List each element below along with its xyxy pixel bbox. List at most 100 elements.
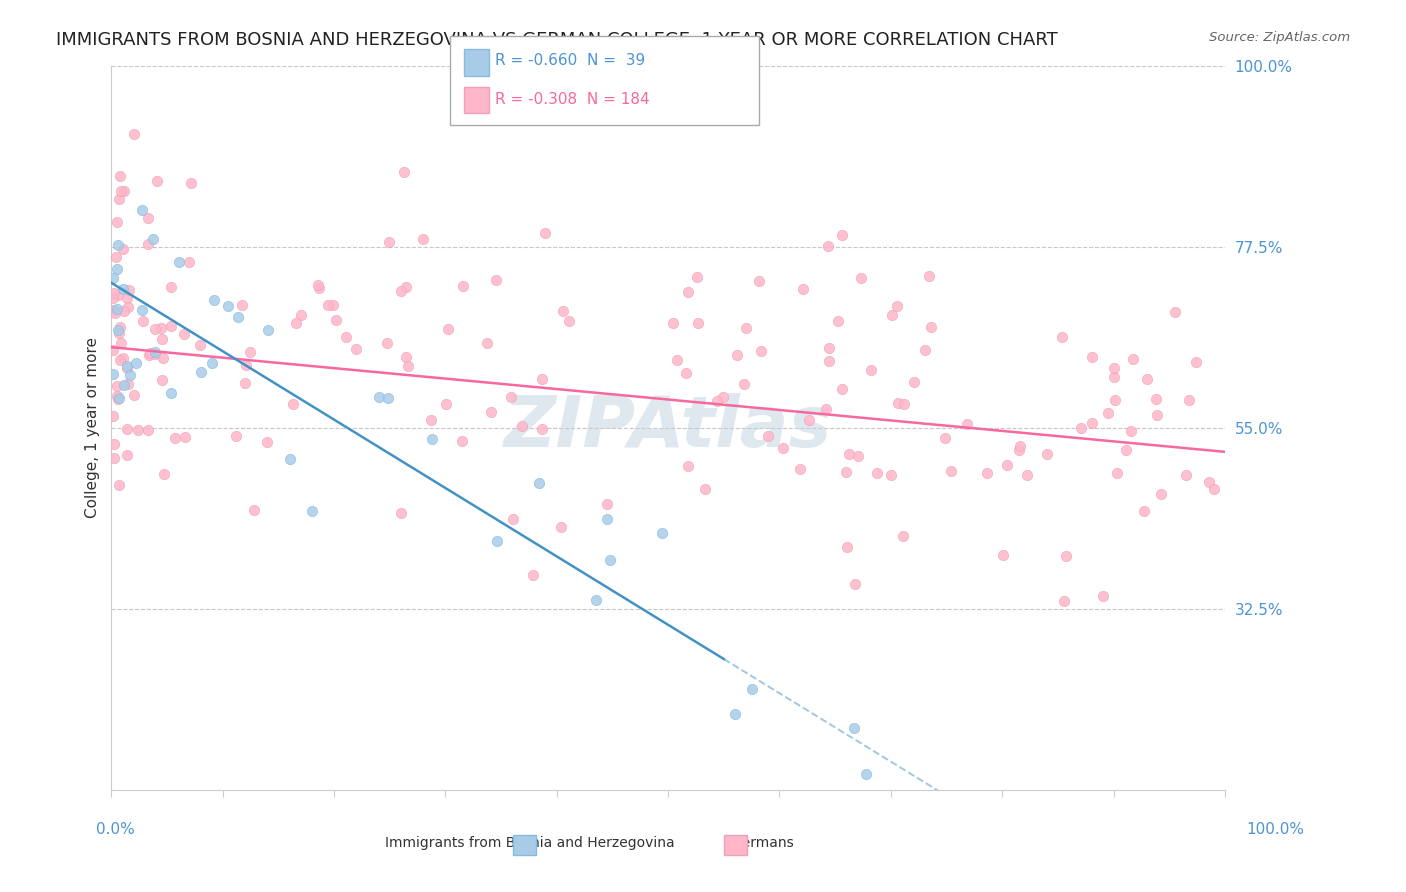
Point [533, 227, 555, 241]
Point [235, 376, 257, 390]
Point [693, 482, 716, 496]
Point [859, 363, 882, 377]
Point [558, 313, 581, 327]
Point [257, 323, 280, 337]
Point [101, 291, 124, 305]
Point [903, 376, 925, 390]
Point [108, 353, 131, 368]
Point [367, 391, 389, 405]
Point [817, 341, 839, 355]
Point [1184, 355, 1206, 369]
Point [131, 303, 153, 318]
Point [112, 378, 135, 392]
Point [918, 268, 941, 283]
Point [886, 299, 908, 313]
Point [451, 278, 474, 293]
Point [107, 392, 129, 406]
Point [389, 284, 412, 298]
Point [110, 185, 132, 199]
Point [201, 356, 224, 370]
Text: IMMIGRANTS FROM BOSNIA AND HERZEGOVINA VS GERMAN COLLEGE, 1 YEAR OR MORE CORRELA: IMMIGRANTS FROM BOSNIA AND HERZEGOVINA V… [56, 31, 1057, 49]
Point [815, 401, 838, 416]
Point [865, 466, 887, 480]
Point [180, 176, 202, 190]
Point [344, 343, 367, 357]
Point [665, 352, 688, 367]
Point [486, 534, 509, 549]
Point [141, 232, 163, 246]
Point [976, 466, 998, 480]
Point [103, 286, 125, 301]
Point [835, 465, 858, 479]
Point [914, 343, 936, 357]
Point [104, 306, 127, 320]
Point [686, 316, 709, 330]
Point [136, 236, 159, 251]
Point [173, 430, 195, 444]
Point [239, 344, 262, 359]
Point [395, 279, 418, 293]
Point [122, 127, 145, 141]
Point [110, 336, 132, 351]
Point [891, 529, 914, 543]
Point [103, 437, 125, 451]
Point [585, 593, 607, 607]
Point [827, 314, 849, 328]
Point [1008, 442, 1031, 457]
Point [145, 345, 167, 359]
Point [880, 468, 903, 483]
Point [1097, 406, 1119, 420]
Point [1054, 549, 1077, 564]
Point [851, 271, 873, 285]
Point [150, 321, 173, 335]
Point [107, 323, 129, 337]
Point [1115, 443, 1137, 458]
Point [1121, 425, 1143, 439]
Point [177, 255, 200, 269]
Point [676, 285, 699, 299]
Point [105, 379, 128, 393]
Point [325, 312, 347, 326]
Point [735, 320, 758, 334]
Point [551, 304, 574, 318]
Point [107, 288, 129, 302]
Point [479, 404, 502, 418]
Point [1198, 475, 1220, 490]
Point [835, 541, 858, 555]
Point [103, 367, 125, 381]
Point [1149, 487, 1171, 501]
Point [190, 338, 212, 352]
Point [101, 270, 124, 285]
Point [117, 448, 139, 462]
Point [1070, 421, 1092, 435]
Point [190, 365, 212, 379]
Point [378, 235, 401, 250]
Point [127, 423, 149, 437]
Point [596, 498, 619, 512]
Point [105, 250, 128, 264]
Point [420, 412, 443, 426]
Point [920, 319, 942, 334]
Point [159, 279, 181, 293]
Point [308, 278, 330, 293]
Point [724, 707, 747, 722]
Point [995, 458, 1018, 472]
Point [1050, 330, 1073, 344]
Point [217, 299, 239, 313]
Point [117, 376, 139, 391]
Point [115, 291, 138, 305]
Point [111, 282, 134, 296]
Point [713, 390, 735, 404]
Point [956, 417, 979, 432]
Point [226, 310, 249, 325]
Point [748, 274, 770, 288]
Point [112, 184, 135, 198]
Point [391, 507, 413, 521]
Text: R = -0.308  N = 184: R = -0.308 N = 184 [495, 93, 650, 107]
Point [529, 475, 551, 490]
Point [1102, 370, 1125, 384]
Point [101, 302, 124, 317]
Text: R = -0.660  N =  39: R = -0.660 N = 39 [495, 54, 645, 68]
Point [132, 314, 155, 328]
Point [108, 391, 131, 405]
